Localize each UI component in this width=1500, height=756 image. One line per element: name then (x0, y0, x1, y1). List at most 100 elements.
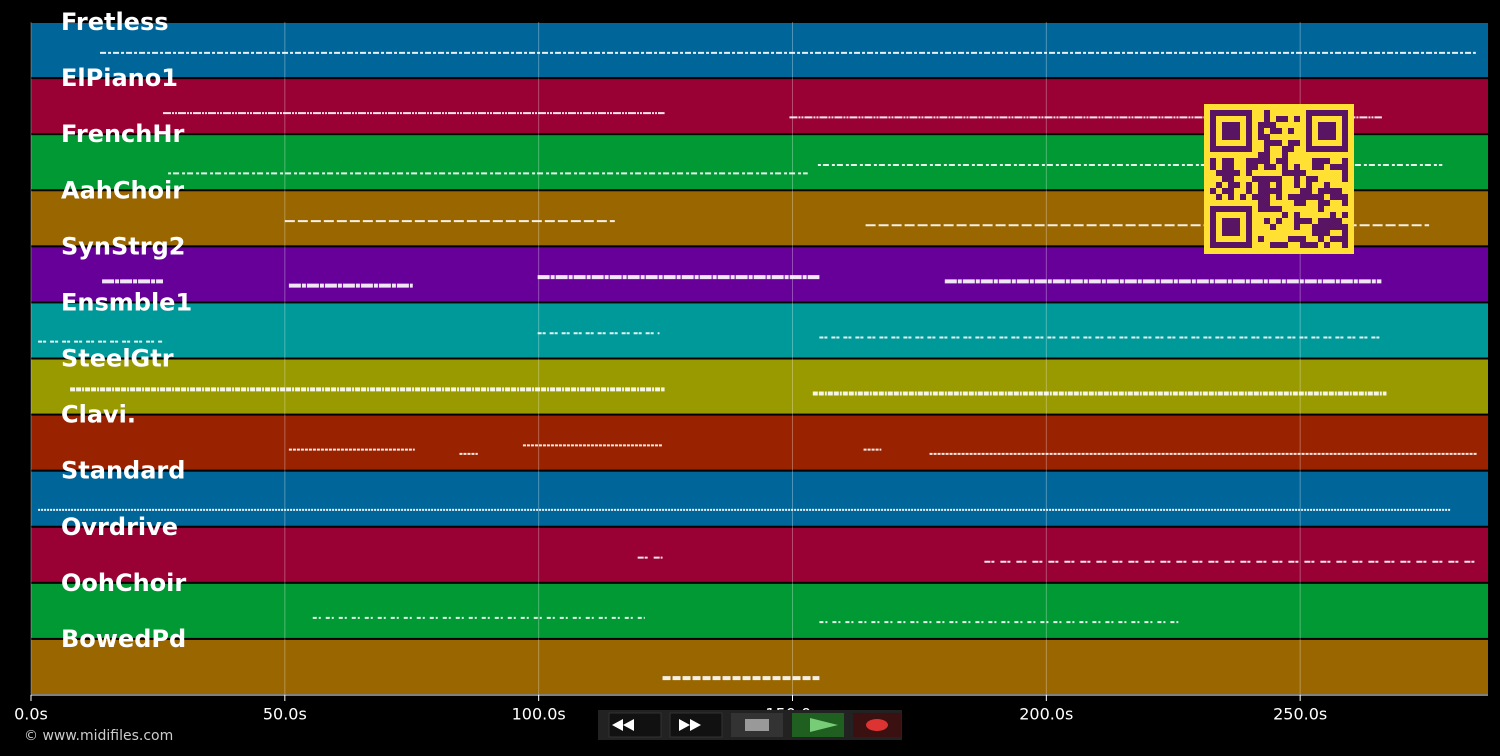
qr-module (1258, 158, 1264, 164)
forward-button[interactable] (669, 712, 723, 738)
qr-module (1258, 134, 1264, 140)
play-button[interactable] (792, 713, 844, 737)
qr-module (1222, 164, 1228, 170)
qr-module (1324, 200, 1330, 206)
qr-module (1210, 188, 1216, 194)
qr-module (1264, 134, 1270, 140)
qr-module (1342, 242, 1348, 248)
qr-module (1318, 158, 1324, 164)
qr-module (1336, 194, 1342, 200)
track-row (31, 415, 1488, 470)
qr-module (1342, 158, 1348, 164)
qr-module (1270, 224, 1276, 230)
qr-module (1324, 230, 1330, 236)
qr-module (1300, 194, 1306, 200)
track-name: Ensmble1 (61, 288, 192, 316)
qr-module (1330, 212, 1336, 218)
qr-module (1270, 176, 1276, 182)
qr-module (1324, 182, 1330, 188)
qr-module (1276, 128, 1282, 134)
qr-module (1264, 218, 1270, 224)
qr-module (1276, 194, 1282, 200)
qr-module (1264, 116, 1270, 122)
qr-module (1222, 176, 1228, 182)
qr-module (1276, 158, 1282, 164)
qr-module (1240, 194, 1246, 200)
qr-module (1282, 146, 1288, 152)
qr-module (1288, 128, 1294, 134)
track-row (31, 359, 1488, 414)
qr-module (1300, 218, 1306, 224)
qr-module (1228, 158, 1234, 164)
qr-module (1258, 206, 1264, 212)
qr-module (1216, 182, 1222, 188)
qr-module (1330, 194, 1336, 200)
qr-module (1342, 224, 1348, 230)
qr-module (1270, 164, 1276, 170)
qr-module (1312, 194, 1318, 200)
qr-module (1342, 176, 1348, 182)
qr-module (1306, 218, 1312, 224)
qr-module (1342, 170, 1348, 176)
qr-module (1258, 236, 1264, 242)
qr-module (1276, 116, 1282, 122)
qr-module (1294, 170, 1300, 176)
qr-module (1318, 218, 1324, 224)
qr-module (1312, 230, 1318, 236)
track-row (31, 639, 1488, 694)
track-row (31, 471, 1488, 526)
qr-module (1252, 194, 1258, 200)
qr-module (1330, 188, 1336, 194)
qr-module (1264, 200, 1270, 206)
qr-module (1216, 194, 1222, 200)
qr-module (1282, 116, 1288, 122)
qr-module (1294, 236, 1300, 242)
qr-module (1312, 242, 1318, 248)
qr-module (1336, 164, 1342, 170)
footer: © www.midifiles.com (24, 728, 173, 744)
qr-module (1258, 152, 1264, 158)
qr-module (1234, 182, 1240, 188)
qr-module (1282, 242, 1288, 248)
qr-module (1306, 176, 1312, 182)
qr-module (1264, 206, 1270, 212)
qr-module (1336, 218, 1342, 224)
qr-module (1324, 188, 1330, 194)
qr-module (1294, 176, 1300, 182)
track-name: BowedPd (61, 625, 186, 653)
qr-module (1258, 176, 1264, 182)
qr-module (1294, 194, 1300, 200)
record-button[interactable] (853, 713, 901, 737)
transport-controls (598, 710, 902, 740)
qr-module (1318, 206, 1324, 212)
track-name: OohChoir (61, 569, 186, 597)
qr-module (1318, 236, 1324, 242)
qr-module (1330, 236, 1336, 242)
qr-module (1264, 176, 1270, 182)
qr-module (1258, 128, 1264, 134)
qr-module (1318, 230, 1324, 236)
qr-module (1270, 242, 1276, 248)
qr-module (1246, 164, 1252, 170)
x-tick-label: 0.0s (14, 705, 48, 724)
qr-module (1246, 170, 1252, 176)
qr-module (1276, 188, 1282, 194)
track-name: Ovrdrive (61, 513, 178, 541)
qr-module (1228, 164, 1234, 170)
qr-module (1288, 194, 1294, 200)
rewind-button[interactable] (608, 712, 662, 738)
qr-module (1264, 188, 1270, 194)
qr-module (1336, 224, 1342, 230)
qr-module (1258, 182, 1264, 188)
qr-module (1276, 140, 1282, 146)
track-name: SynStrg2 (61, 232, 186, 260)
qr-module (1294, 116, 1300, 122)
qr-module (1300, 236, 1306, 242)
stop-button[interactable] (731, 713, 783, 737)
x-tick-label: 250.0s (1273, 705, 1327, 724)
qr-module (1222, 158, 1228, 164)
qr-module (1264, 122, 1270, 128)
qr-module (1282, 170, 1288, 176)
qr-module (1282, 152, 1288, 158)
